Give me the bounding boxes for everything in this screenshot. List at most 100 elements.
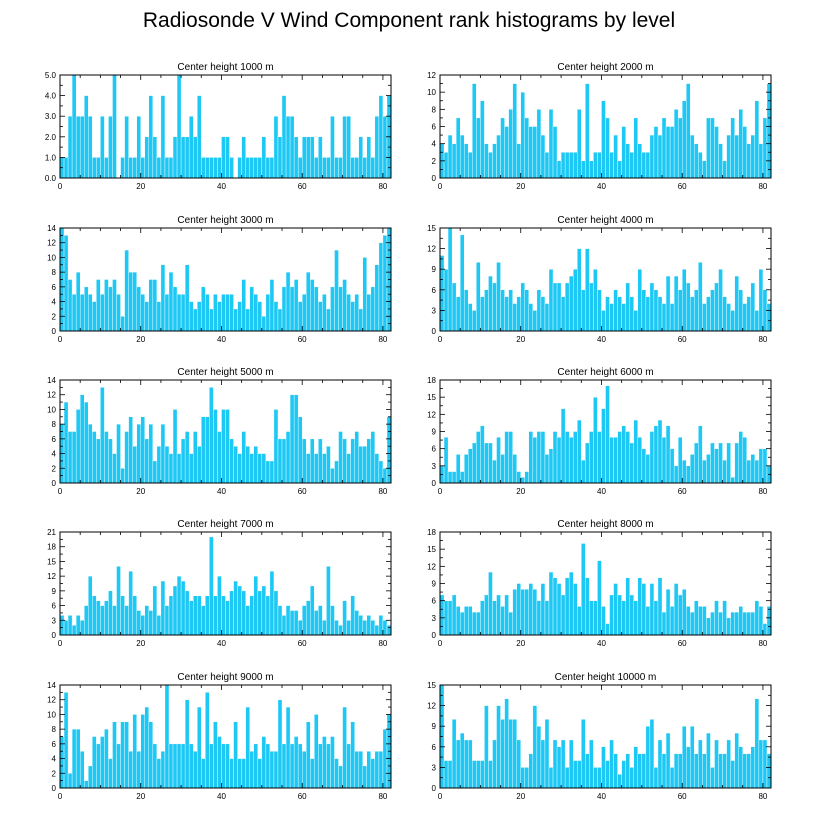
histogram-bar xyxy=(289,115,295,179)
histogram-bar xyxy=(560,152,566,179)
histogram-bar xyxy=(124,115,129,179)
histogram-bar xyxy=(568,437,574,484)
histogram-bar xyxy=(136,610,141,636)
histogram-bar xyxy=(669,303,675,332)
histogram-bar xyxy=(322,453,327,484)
histogram-bar xyxy=(605,760,610,789)
histogram-bar xyxy=(330,605,335,636)
histogram-bar xyxy=(455,454,461,484)
y-tick-label: 12 xyxy=(47,391,56,400)
histogram-bar xyxy=(766,303,772,332)
histogram-bar xyxy=(504,698,509,789)
histogram-bar xyxy=(544,600,550,636)
y-tick-label: 14 xyxy=(47,376,56,385)
histogram-bar xyxy=(504,296,509,332)
histogram-bar xyxy=(229,590,234,636)
y-tick-label: 18 xyxy=(427,376,436,385)
histogram-bar xyxy=(88,423,93,484)
panel-title: Center height 6000 m xyxy=(557,367,653,378)
histogram-bar xyxy=(148,721,154,789)
histogram-bar xyxy=(524,289,530,332)
histogram-bar xyxy=(112,605,117,636)
y-tick-label: 12 xyxy=(47,239,56,248)
histogram-bar xyxy=(84,95,89,179)
histogram-bar xyxy=(354,157,359,179)
histogram-bar xyxy=(750,282,756,332)
histogram-bar xyxy=(140,157,145,179)
histogram-bar xyxy=(673,109,679,179)
histogram-bar xyxy=(532,310,538,332)
histogram-bar xyxy=(492,143,497,179)
histogram-bar xyxy=(597,767,602,789)
histogram-bar xyxy=(746,143,752,179)
histogram-bar xyxy=(92,157,97,179)
histogram-bar xyxy=(265,294,271,332)
histogram-bar xyxy=(564,152,570,179)
histogram-bar xyxy=(706,617,711,636)
histogram-bar xyxy=(366,751,372,789)
histogram-bar xyxy=(568,571,574,636)
y-tick-label: 18 xyxy=(427,528,436,537)
histogram-bar xyxy=(75,615,81,636)
y-tick-label: 8 xyxy=(52,420,57,429)
histogram-bar xyxy=(148,423,154,484)
histogram-bar xyxy=(285,605,291,636)
histogram-bar xyxy=(67,773,73,789)
histogram-bar xyxy=(265,460,271,484)
histogram-bar xyxy=(589,739,594,789)
histogram-bar xyxy=(88,765,93,789)
histogram-bar xyxy=(605,385,610,484)
histogram-bar xyxy=(609,739,614,789)
histogram-bar xyxy=(120,157,125,179)
histogram-bar xyxy=(581,719,586,789)
histogram-bar xyxy=(261,585,267,636)
x-tick-label: 40 xyxy=(217,182,226,191)
histogram-bar xyxy=(564,767,570,789)
histogram-bar xyxy=(568,275,574,332)
histogram-bar xyxy=(370,758,376,789)
histogram-bar xyxy=(362,157,367,179)
histogram-bar xyxy=(520,767,525,789)
histogram-bar xyxy=(500,454,505,484)
histogram-bar xyxy=(472,310,477,332)
y-tick-label: 0 xyxy=(52,631,57,640)
histogram-bar xyxy=(476,431,481,484)
histogram-bar xyxy=(338,157,343,179)
histogram-bar xyxy=(637,269,643,332)
histogram-bar xyxy=(306,721,311,789)
histogram-bar xyxy=(382,620,388,636)
histogram-bar xyxy=(742,437,747,484)
histogram-bar xyxy=(75,115,81,179)
y-tick-label: 0 xyxy=(52,784,57,793)
y-tick-label: 4 xyxy=(52,298,57,307)
histogram-bar xyxy=(484,143,489,179)
histogram-bar xyxy=(508,431,513,484)
histogram-bar xyxy=(694,289,699,332)
histogram-bar xyxy=(370,286,376,332)
panel-5: Center height 5000 m 0 20 40 60 80 0 2 4 6 8 10 12 14 xyxy=(47,367,392,496)
panel-title: Center height 3000 m xyxy=(177,215,273,226)
histogram-bar xyxy=(443,760,449,789)
histogram-bar xyxy=(302,751,307,789)
histogram-bar xyxy=(366,294,372,332)
histogram-bar xyxy=(334,157,339,179)
histogram-bar xyxy=(241,431,246,484)
histogram-bar xyxy=(217,575,222,636)
histogram-bar xyxy=(382,115,388,179)
histogram-bar xyxy=(714,282,719,332)
y-tick-label: 6 xyxy=(52,435,57,444)
histogram-bar xyxy=(124,721,129,789)
histogram-bar xyxy=(540,583,546,636)
histogram-bar xyxy=(221,743,226,789)
histogram-bar xyxy=(544,303,550,332)
histogram-bar xyxy=(722,459,727,484)
histogram-bar xyxy=(544,152,550,179)
histogram-bar xyxy=(734,275,739,332)
histogram-bar xyxy=(633,600,639,636)
histogram-bar xyxy=(508,289,513,332)
y-tick-label: 10 xyxy=(47,405,56,414)
histogram-bar xyxy=(330,115,335,179)
histogram-bar xyxy=(645,726,651,789)
histogram-bar xyxy=(552,431,558,484)
histogram-bar xyxy=(310,758,315,789)
